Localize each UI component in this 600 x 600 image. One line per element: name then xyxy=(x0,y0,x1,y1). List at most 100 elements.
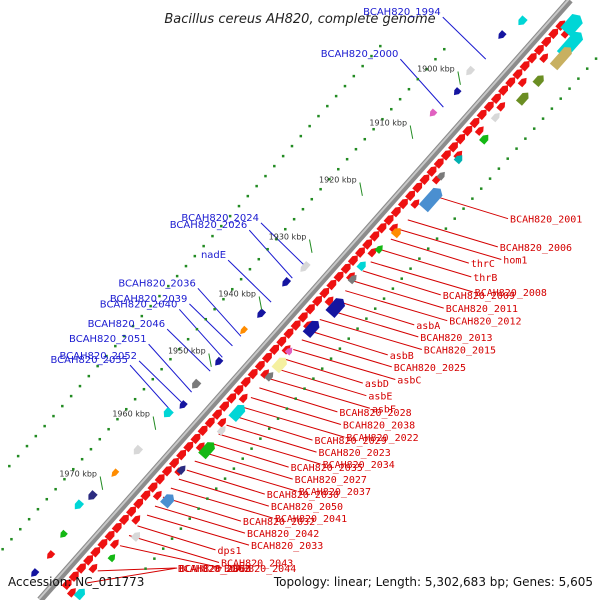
gene-label[interactable]: BCAH820_2008 xyxy=(475,288,547,299)
gene-label[interactable]: BCAH820_2006 xyxy=(500,243,572,254)
gene-feature xyxy=(247,368,258,380)
gene-arrow xyxy=(347,274,357,285)
gene-label[interactable]: BCAH820_1994 xyxy=(363,7,441,18)
gene-label[interactable]: BCAH820_2063 xyxy=(179,564,251,575)
leader-line xyxy=(309,330,388,356)
gene-feature xyxy=(560,14,583,37)
gene-label[interactable]: BCAH820_2044 xyxy=(224,564,296,575)
gene-label[interactable]: BCAH820_2055 xyxy=(50,355,128,366)
gene-label[interactable]: BCAH820_2009 xyxy=(443,291,515,302)
gene-label[interactable]: BCAH820_2051 xyxy=(69,334,147,345)
tick-mark xyxy=(152,416,157,430)
gene-label[interactable]: BCAH820_2030 xyxy=(267,490,339,501)
gene-label[interactable]: thrC xyxy=(471,259,495,270)
gene-label[interactable]: asbB xyxy=(390,351,414,362)
gene-arrow xyxy=(264,372,274,382)
gene-feature xyxy=(133,498,144,509)
tick-dot xyxy=(78,384,82,388)
leader-line xyxy=(293,349,396,380)
gene-label[interactable]: BCAH820_2012 xyxy=(449,317,521,328)
gene-label[interactable]: thrB xyxy=(473,273,497,284)
gene-label[interactable]: BCAH820_2027 xyxy=(295,475,367,486)
tick-dot xyxy=(161,547,165,550)
tick-dot xyxy=(356,327,359,330)
gene-label[interactable]: asbF xyxy=(372,404,396,415)
gene-label[interactable]: BCAH820_2024 xyxy=(181,213,259,224)
gene-arrow xyxy=(397,198,408,210)
gene-arrow xyxy=(300,260,311,272)
gene-label[interactable]: hom1 xyxy=(503,255,527,266)
gene-label[interactable]: BCAH820_2062 xyxy=(178,564,250,575)
gene-label[interactable]: asbD xyxy=(365,379,389,390)
gene-label[interactable]: BCAH820_2042 xyxy=(247,529,319,540)
gene-arrow xyxy=(466,65,476,76)
gene-label[interactable]: BCAH820_2011 xyxy=(446,304,518,315)
gene-label[interactable]: BCAH820_2026 xyxy=(170,220,248,231)
gene-label[interactable]: asbC xyxy=(397,375,421,386)
gene-arrow xyxy=(448,141,458,153)
gene-label[interactable]: BCAH820_2001 xyxy=(510,215,582,226)
gene-feature xyxy=(333,271,344,283)
tick-dot xyxy=(382,297,386,300)
leader-line xyxy=(189,303,233,347)
gene-label[interactable]: BCAH820_2032 xyxy=(243,517,315,528)
gene-feature xyxy=(304,303,315,315)
gene-label[interactable]: BCAH820_2037 xyxy=(299,487,371,498)
kbp-tick-label: 1900 kbp xyxy=(417,65,455,74)
gene-label[interactable]: dps1 xyxy=(217,546,241,557)
gene-feature xyxy=(176,465,186,475)
gene-feature xyxy=(198,442,215,460)
tick-dot xyxy=(149,304,152,308)
tick-dot xyxy=(275,237,278,241)
gene-label[interactable]: BCAH820_2043 xyxy=(221,558,293,569)
gene-arrow xyxy=(131,515,141,525)
tick-dot xyxy=(338,347,342,350)
gene-label[interactable]: BCAH820_2046 xyxy=(88,319,166,330)
gene-feature xyxy=(429,108,438,117)
gene-arrow xyxy=(312,295,322,307)
leader-line xyxy=(390,238,469,264)
gene-label[interactable]: BCAH820_2028 xyxy=(339,408,411,419)
gene-label[interactable]: BCAH820_2036 xyxy=(118,278,196,289)
gene-feature xyxy=(369,231,380,242)
gene-arrow xyxy=(66,588,76,598)
gene-arrow xyxy=(526,52,537,64)
tick-dot xyxy=(310,197,314,201)
tick-dot xyxy=(320,367,324,370)
gene-feature xyxy=(240,376,251,388)
tick-dot xyxy=(264,174,267,178)
gene-label[interactable]: BCAH820_2052 xyxy=(59,351,137,362)
gene-label[interactable]: BCAH820_2000 xyxy=(321,49,399,60)
gene-label[interactable]: BCAH820_2034 xyxy=(323,460,395,471)
gene-label[interactable]: BCAH820_2041 xyxy=(275,514,347,525)
gene-feature xyxy=(215,356,224,366)
gene-feature xyxy=(195,442,205,452)
gene-label[interactable]: BCAH820_2033 xyxy=(251,541,323,552)
gene-label[interactable]: BCAH820_2013 xyxy=(420,333,492,344)
gene-label[interactable]: BCAH820_2050 xyxy=(271,502,343,513)
tick-dot xyxy=(462,207,465,210)
gene-arrow xyxy=(297,312,308,323)
gene-feature xyxy=(161,465,172,477)
gene-label[interactable]: BCAH820_2035 xyxy=(291,463,363,474)
gene-feature xyxy=(88,490,98,500)
gene-label[interactable]: BCAH820_2039 xyxy=(110,294,188,305)
tick-mark xyxy=(457,71,461,85)
gene-label[interactable]: BCAH820_2025 xyxy=(394,363,466,374)
gene-label[interactable]: BCAH820_2029 xyxy=(314,436,386,447)
gene-feature xyxy=(466,65,476,76)
gene-label[interactable]: BCAH820_2022 xyxy=(346,433,418,444)
gene-label[interactable]: asbA xyxy=(416,321,440,332)
gene-arrow xyxy=(519,60,530,72)
leader-line xyxy=(250,397,342,425)
tick-dot xyxy=(72,467,75,471)
gene-feature xyxy=(549,47,572,71)
gene-label[interactable]: asbE xyxy=(368,392,392,403)
gene-label[interactable]: BCAH820_2038 xyxy=(343,420,415,431)
gene-label[interactable]: nadE xyxy=(201,250,226,261)
gene-label[interactable]: BCAH820_2023 xyxy=(319,448,391,459)
gene-arrow xyxy=(47,550,56,559)
gene-label[interactable]: BCAH820_2040 xyxy=(100,299,178,310)
gene-label[interactable]: BCAH820_2015 xyxy=(424,345,496,356)
gene-arrow xyxy=(367,247,377,258)
